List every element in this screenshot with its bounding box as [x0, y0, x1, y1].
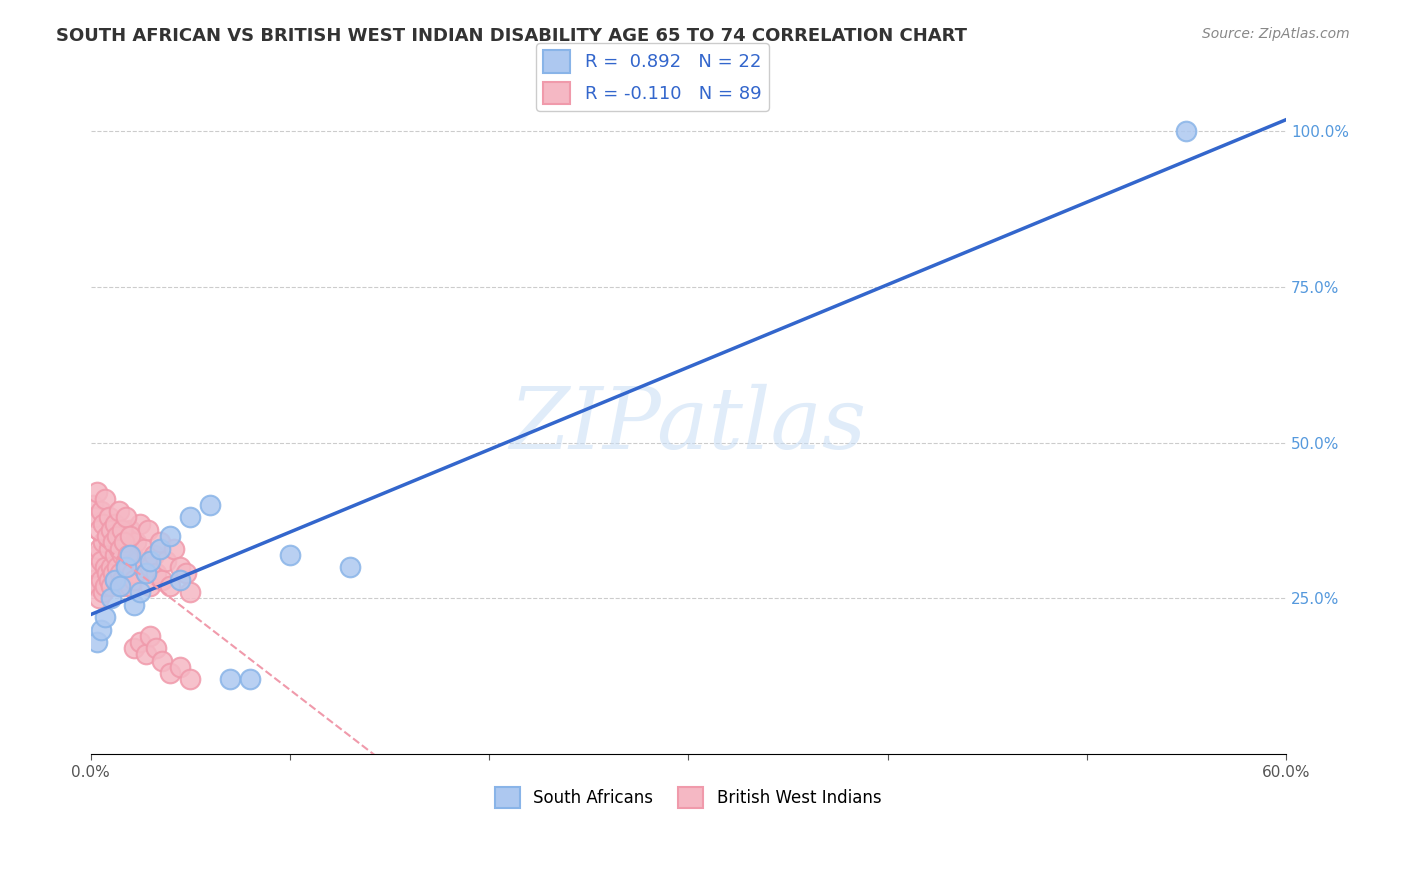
Point	[86, 548, 108, 562]
Point	[159, 529, 181, 543]
Point	[120, 529, 142, 543]
Point	[87, 523, 110, 537]
Point	[239, 673, 262, 687]
Point	[105, 529, 128, 543]
Point	[139, 554, 162, 568]
Point	[86, 635, 108, 649]
Point	[145, 641, 167, 656]
Point	[96, 529, 118, 543]
Point	[107, 541, 129, 556]
Point	[110, 541, 132, 556]
Point	[124, 573, 146, 587]
Point	[129, 585, 152, 599]
Point	[169, 560, 191, 574]
Point	[159, 666, 181, 681]
Point	[139, 560, 162, 574]
Point	[120, 548, 142, 562]
Point	[110, 579, 132, 593]
Point	[83, 560, 105, 574]
Point	[90, 554, 112, 568]
Text: SOUTH AFRICAN VS BRITISH WEST INDIAN DISABILITY AGE 65 TO 74 CORRELATION CHART: SOUTH AFRICAN VS BRITISH WEST INDIAN DIS…	[56, 27, 967, 45]
Point	[82, 573, 104, 587]
Point	[117, 535, 139, 549]
Point	[117, 560, 139, 574]
Point	[83, 510, 105, 524]
Point	[86, 485, 108, 500]
Point	[115, 510, 138, 524]
Point	[111, 548, 134, 562]
Point	[124, 598, 146, 612]
Point	[139, 629, 162, 643]
Point	[198, 498, 221, 512]
Point	[169, 660, 191, 674]
Point	[87, 541, 110, 556]
Point	[145, 566, 167, 581]
Point	[100, 591, 122, 606]
Point	[120, 523, 142, 537]
Point	[150, 573, 173, 587]
Point	[97, 510, 120, 524]
Point	[179, 673, 201, 687]
Point	[90, 504, 112, 518]
Point	[127, 554, 149, 568]
Point	[174, 566, 197, 581]
Point	[101, 523, 124, 537]
Point	[97, 541, 120, 556]
Point	[107, 579, 129, 593]
Point	[110, 566, 132, 581]
Point	[100, 560, 122, 574]
Point	[93, 610, 115, 624]
Point	[159, 579, 181, 593]
Point	[103, 548, 125, 562]
Point	[100, 579, 122, 593]
Point	[121, 566, 143, 581]
Point	[138, 523, 160, 537]
Point	[163, 541, 186, 556]
Point	[114, 535, 136, 549]
Point	[103, 516, 125, 531]
Point	[134, 541, 156, 556]
Point	[90, 573, 112, 587]
Text: ZIPatlas: ZIPatlas	[510, 384, 868, 467]
Point	[93, 491, 115, 506]
Point	[135, 566, 157, 581]
Point	[115, 573, 138, 587]
Point	[87, 591, 110, 606]
Point	[103, 573, 125, 587]
Point	[135, 648, 157, 662]
Point	[124, 641, 146, 656]
Point	[91, 585, 114, 599]
Point	[179, 585, 201, 599]
Point	[1175, 124, 1198, 138]
Point	[115, 554, 138, 568]
Point	[155, 554, 177, 568]
Point	[129, 635, 152, 649]
Point	[100, 523, 122, 537]
Point	[107, 504, 129, 518]
Point	[90, 623, 112, 637]
Point	[93, 560, 115, 574]
Point	[91, 535, 114, 549]
Point	[111, 573, 134, 587]
Point	[150, 654, 173, 668]
Point	[120, 579, 142, 593]
Point	[111, 523, 134, 537]
Point	[105, 529, 128, 543]
Point	[143, 548, 166, 562]
Point	[105, 560, 128, 574]
Point	[103, 573, 125, 587]
Point	[135, 566, 157, 581]
Point	[96, 529, 118, 543]
Point	[278, 548, 301, 562]
Point	[139, 579, 162, 593]
Point	[96, 566, 118, 581]
Point	[114, 529, 136, 543]
Point	[117, 548, 139, 562]
Point	[97, 573, 120, 587]
Point	[114, 579, 136, 593]
Point	[131, 560, 153, 574]
Point	[115, 560, 138, 574]
Legend: South Africans, British West Indians: South Africans, British West Indians	[488, 780, 889, 814]
Point	[86, 579, 108, 593]
